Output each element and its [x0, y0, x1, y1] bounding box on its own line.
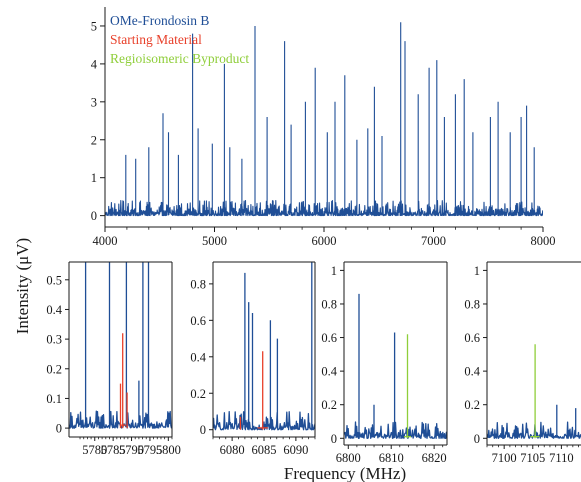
series-starting-material: [239, 351, 268, 430]
x-tick-label: 7000: [421, 234, 446, 248]
series-regioisomeric-byproduct: [404, 334, 411, 439]
y-tick-label: 0.8: [464, 297, 480, 311]
y-tick-label: 0: [200, 423, 206, 437]
y-tick-label: 0.2: [190, 387, 206, 401]
y-tick-label: 1: [474, 264, 480, 278]
y-tick-label: 0.4: [46, 303, 62, 317]
y-tick-label: 1: [331, 264, 337, 278]
plot-area: [213, 262, 315, 431]
series-ome-frondosin-b: [213, 262, 315, 431]
series-regioisomeric-byproduct: [530, 344, 540, 439]
x-tick-label: 5780: [82, 443, 107, 457]
y-tick-label: 1: [91, 171, 97, 185]
y-tick-label: 0.4: [321, 365, 337, 379]
legend-entry: Regioisomeric Byproduct: [110, 51, 249, 66]
plot-area: [105, 22, 543, 217]
y-tick-label: 0: [91, 209, 97, 223]
plot-area: [487, 344, 581, 439]
x-tick-label: 6800: [336, 451, 361, 465]
series-starting-material: [119, 333, 128, 429]
legend-entry: OMe-Frondosin B: [110, 13, 209, 28]
y-tick-label: 0.6: [464, 331, 480, 345]
x-tick-label: 7110: [549, 451, 574, 465]
x-tick-label: 5790: [119, 443, 144, 457]
series-ome-frondosin-b: [344, 293, 447, 439]
x-tick-label: 8000: [531, 234, 556, 248]
x-tick-label: 6080: [220, 443, 245, 457]
y-tick-label: 5: [91, 19, 97, 33]
y-tick-label: 3: [91, 95, 97, 109]
y-tick-label: 0.3: [46, 333, 62, 347]
legend-entry: Starting Material: [110, 32, 202, 47]
x-tick-label: 7105: [520, 451, 545, 465]
y-tick-label: 0.1: [46, 392, 62, 406]
x-tick-label: 6000: [312, 234, 337, 248]
y-tick-label: 4: [91, 57, 98, 71]
x-tick-label: 6090: [283, 443, 308, 457]
chart-inset-6085: 6080 6085 6090 0 0.2 0.4 0.6 0.8: [190, 261, 316, 457]
x-tick-label: 6820: [422, 451, 447, 465]
x-tick-label: 7100: [492, 451, 517, 465]
y-tick-label: 0.2: [321, 398, 337, 412]
x-tick-label: 5785: [101, 443, 126, 457]
y-tick-label: 0.5: [46, 273, 62, 287]
x-tick-label: 5000: [202, 234, 227, 248]
y-tick-label: 2: [91, 133, 97, 147]
y-tick-label: 0: [474, 432, 480, 446]
x-tick-label: 5800: [156, 443, 181, 457]
y-tick-label: 0.6: [321, 331, 337, 345]
series-ome-frondosin-b: [105, 22, 543, 217]
chart-inset-6810: 6800 6810 6820 0 0.2 0.4 0.6 0.8 1: [321, 261, 448, 465]
plot-area: [69, 262, 172, 429]
y-tick-label: 0.4: [464, 365, 480, 379]
y-tick-label: 0.8: [321, 297, 337, 311]
y-tick-label: 0.4: [190, 350, 206, 364]
x-tick-label: 4000: [93, 234, 118, 248]
y-tick-label: 0: [331, 432, 337, 446]
series-ome-frondosin-b: [487, 404, 581, 439]
y-tick-label: 0.2: [46, 362, 62, 376]
x-tick-label: 6810: [379, 451, 404, 465]
x-tick-label: 5795: [137, 443, 162, 457]
y-tick-label: 0.2: [464, 398, 480, 412]
y-tick-label: 0.6: [190, 314, 206, 328]
x-axis-label: Frequency (MHz): [284, 464, 406, 482]
plot-area: [344, 293, 447, 439]
chart-overview: 4000 5000 6000 7000 8000 0 1 2 3 4 5 OMe-Frondosin …: [91, 7, 556, 248]
y-tick-label: 0.8: [190, 277, 206, 291]
chart-inset-7105: 7100 7105 7110 0 0.2 0.4 0.6 0.8 1: [464, 261, 581, 465]
y-tick-label: 0: [56, 422, 62, 436]
y-axis-label: Intensity (μV): [13, 238, 32, 334]
x-tick-label: 6085: [252, 443, 277, 457]
